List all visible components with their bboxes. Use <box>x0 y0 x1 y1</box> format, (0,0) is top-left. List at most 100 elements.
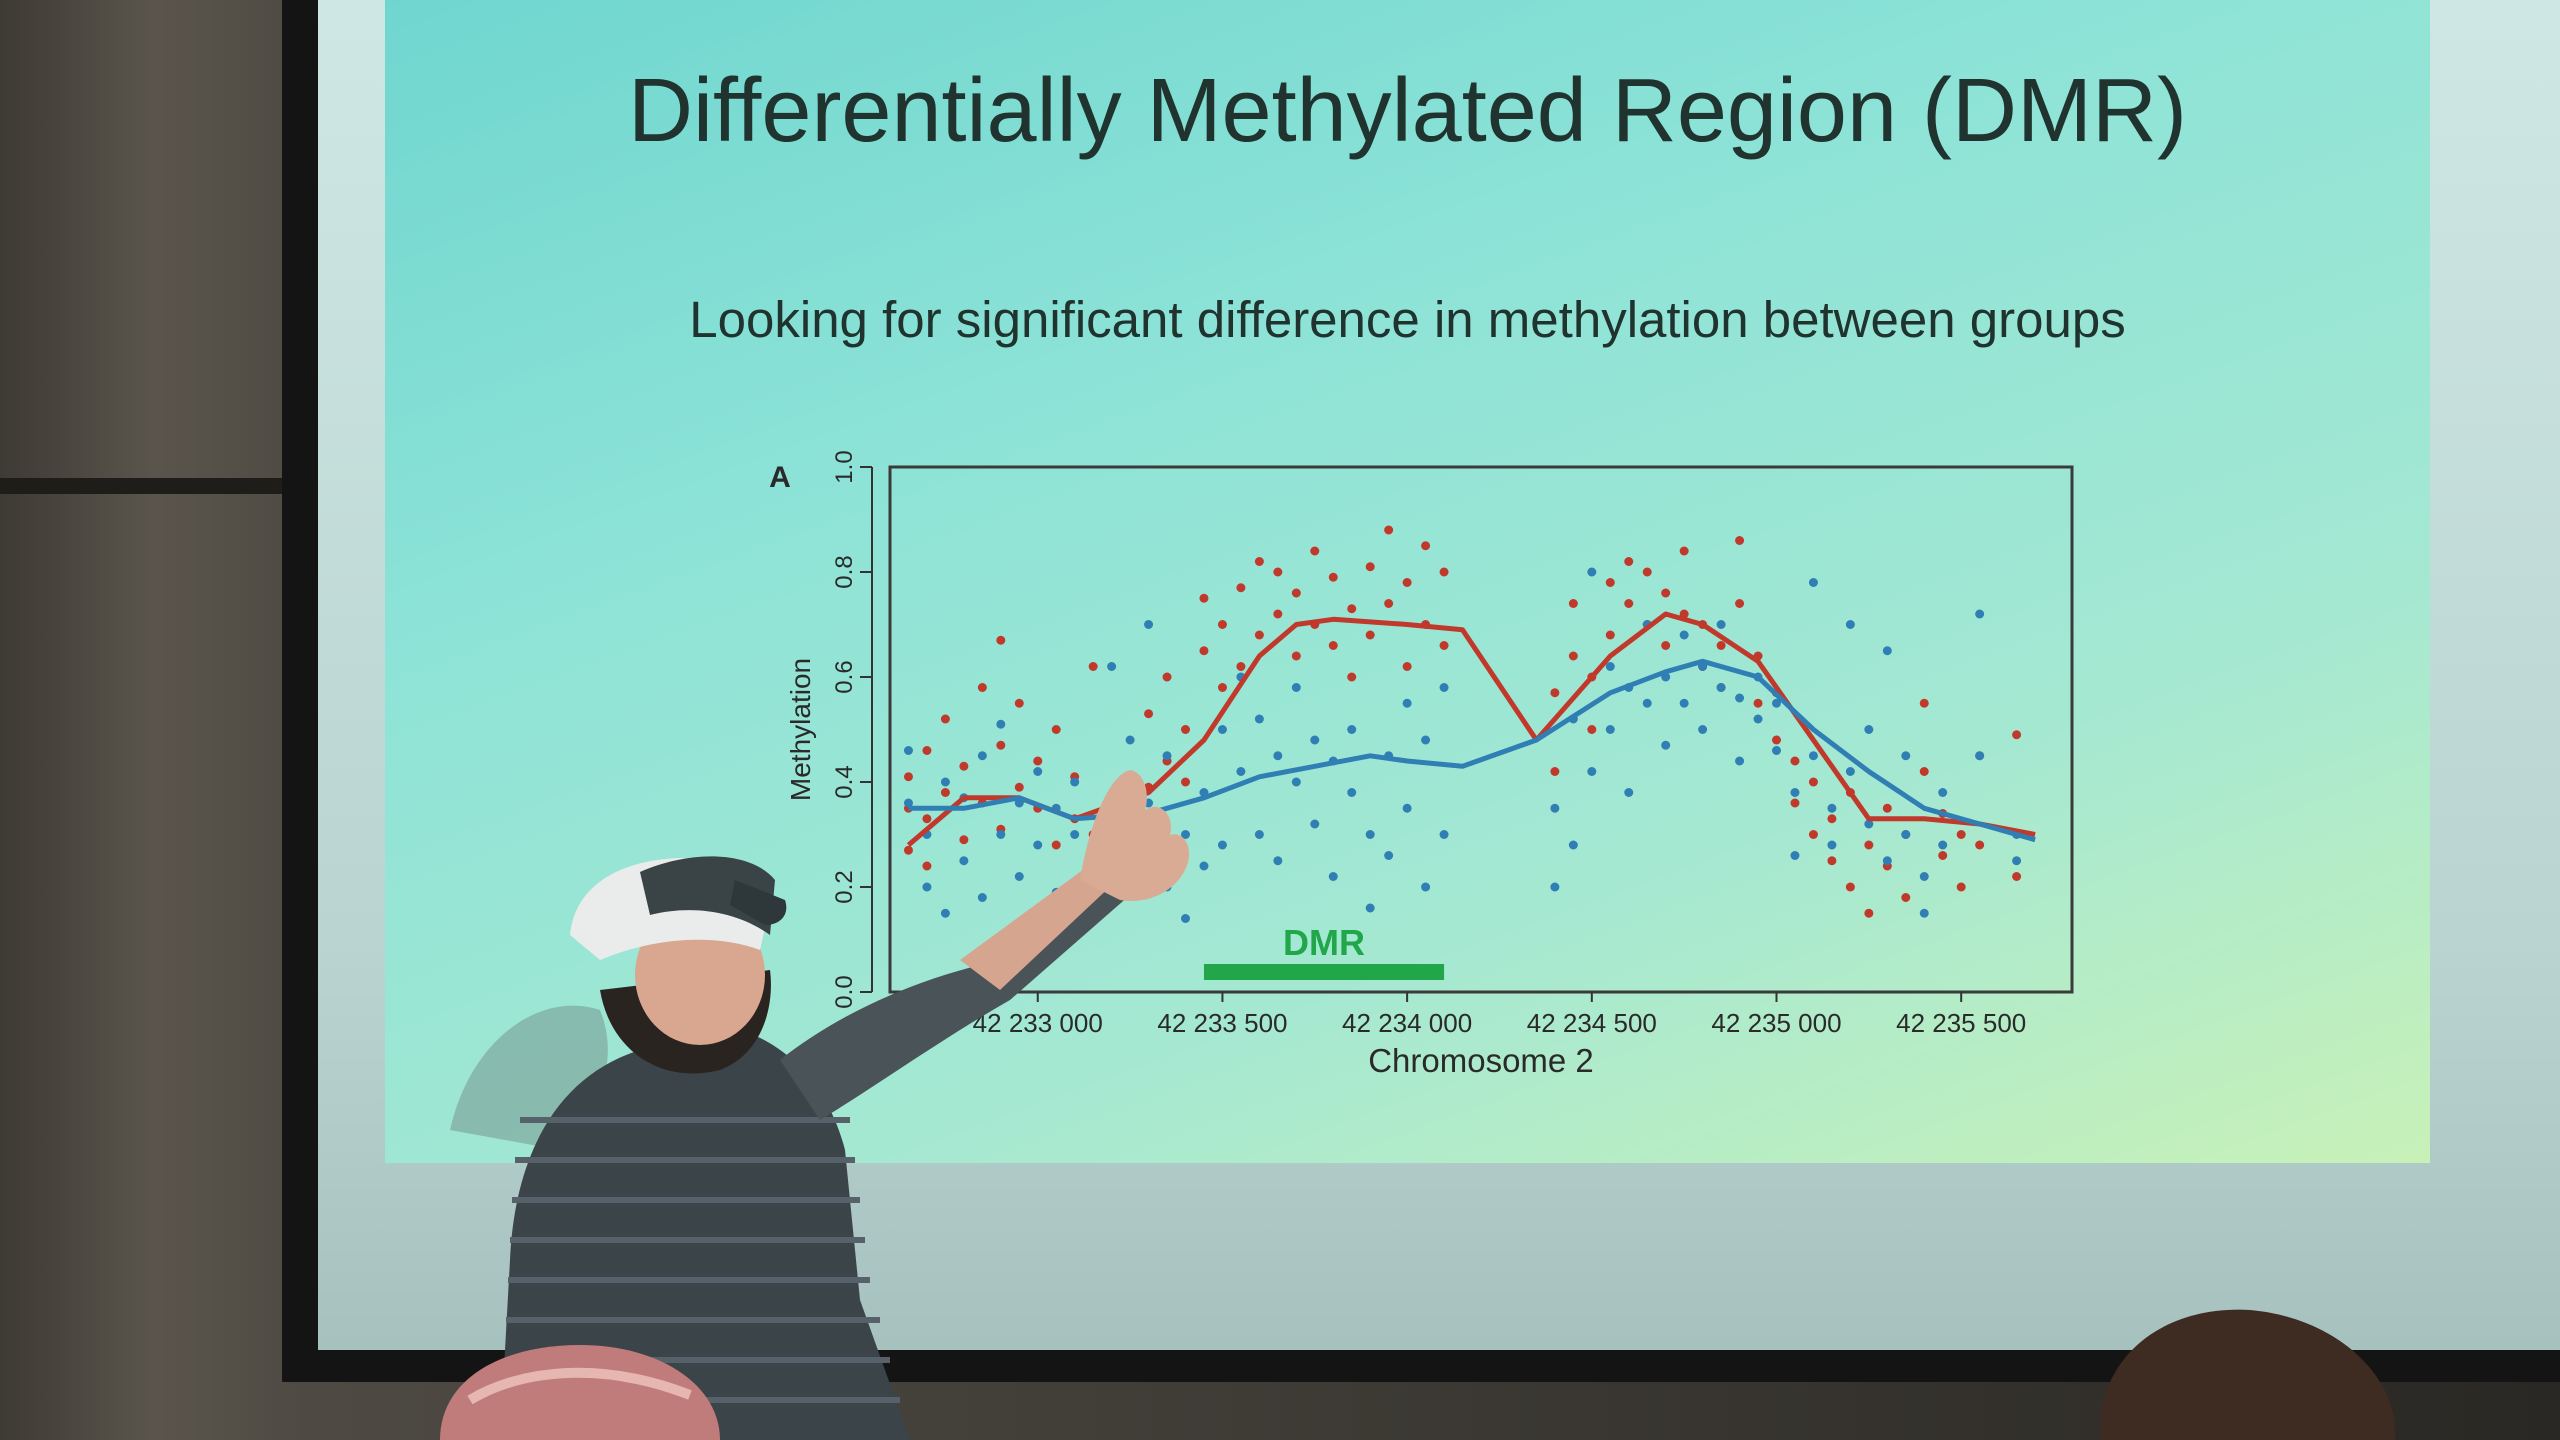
data-point <box>1827 840 1837 850</box>
data-point <box>1181 830 1190 839</box>
data-point <box>1217 840 1227 850</box>
x-tick-label: 42 234 000 <box>1342 1008 1472 1038</box>
data-point <box>1790 798 1800 808</box>
data-point <box>1827 803 1837 813</box>
data-point <box>1975 751 1985 761</box>
data-point <box>1735 693 1745 703</box>
series-1 <box>903 567 2022 923</box>
data-point <box>2012 856 2022 866</box>
data-point <box>996 719 1006 729</box>
data-point <box>1624 788 1634 797</box>
data-point <box>1402 662 1412 671</box>
data-point <box>1550 803 1560 813</box>
plot-frame <box>888 465 2074 994</box>
data-point <box>1642 567 1652 577</box>
data-point <box>1587 767 1597 776</box>
data-point <box>1735 536 1745 545</box>
data-point <box>1144 709 1154 719</box>
data-point <box>1384 851 1394 860</box>
data-point <box>959 856 969 866</box>
data-point <box>1975 609 1985 619</box>
data-point <box>1956 830 1966 839</box>
data-point <box>1181 725 1190 734</box>
data-point <box>1845 882 1855 892</box>
data-point <box>1439 683 1449 692</box>
data-point <box>1808 777 1818 787</box>
data-point <box>903 772 913 782</box>
data-point <box>1070 830 1080 839</box>
audience-head-left-pattern <box>467 1367 692 1405</box>
data-point <box>1550 767 1560 776</box>
data-point <box>1033 840 1043 850</box>
data-point <box>1661 740 1671 750</box>
data-point <box>1236 662 1246 671</box>
data-point <box>996 635 1006 645</box>
data-point <box>1845 620 1855 629</box>
data-point <box>1919 767 1929 776</box>
data-point <box>959 761 969 771</box>
data-point <box>1328 641 1338 650</box>
data-point <box>1402 698 1412 708</box>
data-point <box>1882 803 1892 813</box>
data-point <box>922 746 932 755</box>
data-point <box>1402 578 1412 587</box>
x-tick-label: 42 235 500 <box>1896 1008 2026 1038</box>
data-point <box>1772 746 1781 755</box>
data-point <box>1181 777 1190 787</box>
data-point <box>1347 788 1357 797</box>
data-point <box>1808 751 1818 761</box>
data-point <box>1273 567 1283 577</box>
data-point <box>1735 599 1745 608</box>
data-point <box>1291 683 1301 692</box>
data-point <box>996 830 1006 839</box>
data-point <box>1365 903 1375 913</box>
y-tick-label: 0.6 <box>831 660 858 693</box>
data-point <box>922 814 932 824</box>
audience-head-right <box>2099 1309 2396 1440</box>
data-point <box>1587 725 1597 734</box>
data-point <box>1365 562 1375 572</box>
y-tick-label: 0.4 <box>831 765 858 798</box>
data-point <box>1310 819 1320 829</box>
data-point <box>1772 735 1781 745</box>
wall-rail <box>0 478 300 494</box>
audience-head-left <box>440 1345 720 1440</box>
data-point <box>1439 830 1449 839</box>
data-point <box>1568 651 1578 661</box>
data-point <box>1347 672 1357 682</box>
data-point <box>1735 756 1745 766</box>
y-tick-label: 0.8 <box>831 555 858 588</box>
x-tick-label: 42 233 000 <box>973 1008 1103 1038</box>
data-point <box>1088 662 1098 671</box>
data-point <box>977 683 987 692</box>
presenter-cap-brim <box>730 880 787 925</box>
data-point <box>1217 620 1227 629</box>
data-point <box>1162 751 1172 761</box>
data-point <box>1882 646 1892 656</box>
data-point <box>1421 541 1431 551</box>
data-point <box>1864 840 1874 850</box>
data-point <box>1901 893 1911 902</box>
data-point <box>2012 730 2022 740</box>
data-point <box>1698 725 1708 734</box>
data-point <box>1310 546 1320 556</box>
data-point <box>1291 651 1301 661</box>
data-point <box>1014 698 1024 708</box>
data-point <box>1181 914 1190 923</box>
data-point <box>1938 851 1948 860</box>
data-point <box>1254 830 1264 839</box>
data-point <box>1070 777 1080 787</box>
data-point <box>1162 672 1172 682</box>
data-point <box>940 714 950 724</box>
data-point <box>1033 756 1043 766</box>
data-point <box>1365 630 1375 640</box>
data-point <box>1273 609 1283 619</box>
data-point <box>1236 767 1246 776</box>
data-point <box>922 861 932 871</box>
y-tick-label: 1.0 <box>831 450 858 483</box>
data-point <box>1864 908 1874 918</box>
data-point <box>1199 861 1209 871</box>
data-point <box>1291 588 1301 598</box>
data-point <box>1679 698 1689 708</box>
